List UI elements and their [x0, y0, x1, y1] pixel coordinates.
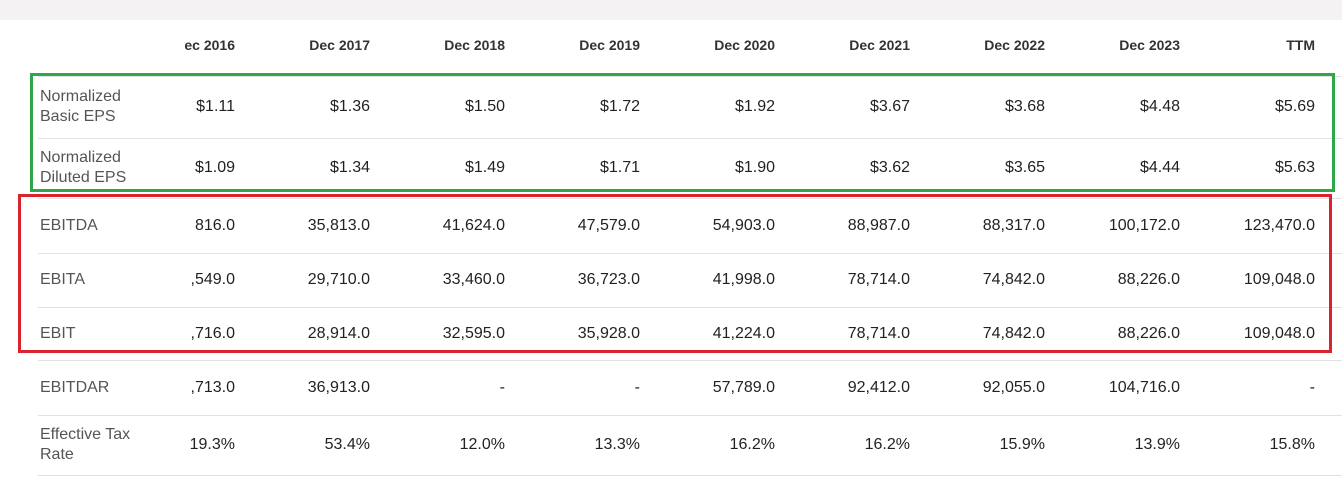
cell-value: $5.63 [1274, 159, 1315, 176]
cell-value: $1.92 [734, 98, 775, 115]
column-header: Dec 2020 [714, 37, 775, 53]
cell-value: $3.68 [1004, 98, 1045, 115]
cell-value: 36,723.0 [577, 271, 640, 288]
column-header: ec 2016 [184, 37, 235, 53]
row-label: EBITA [40, 271, 86, 288]
cell-value: 33,460.0 [442, 271, 505, 288]
column-header: Dec 2017 [309, 37, 370, 53]
cell-value: ,549.0 [190, 271, 235, 288]
cell-value: 35,813.0 [307, 216, 370, 234]
cell-value: $1.90 [734, 159, 775, 176]
cell-value: 32,595.0 [442, 324, 505, 342]
cell-value: $1.09 [194, 159, 235, 176]
cell-value: 29,710.0 [307, 271, 370, 288]
cell-value: 88,226.0 [1117, 271, 1180, 288]
cell-value: 816.0 [194, 216, 235, 234]
cell-value: 74,842.0 [982, 324, 1045, 342]
cell-value: 19.3% [189, 436, 235, 453]
cell-value: $3.67 [869, 98, 910, 115]
cell-value: 36,913.0 [307, 378, 370, 396]
cell-value: 123,470.0 [1243, 216, 1315, 234]
cell-value: 100,172.0 [1108, 216, 1180, 234]
row-divider [38, 307, 1342, 308]
cell-value: 78,714.0 [847, 271, 910, 288]
row-divider [38, 415, 1342, 416]
cell-value: 13.3% [594, 436, 640, 453]
cell-value: 28,914.0 [307, 324, 370, 342]
cell-value: 35,928.0 [577, 324, 640, 342]
cell-value: $1.50 [464, 98, 505, 115]
column-header: Dec 2019 [579, 37, 640, 53]
cell-value: $3.65 [1004, 159, 1045, 176]
cell-value: 74,842.0 [982, 271, 1045, 288]
cell-value: $1.49 [464, 159, 505, 176]
cell-value: $1.36 [329, 98, 370, 115]
cell-value: ,713.0 [190, 378, 235, 396]
cell-value: $1.71 [599, 159, 640, 176]
cell-value: 13.9% [1134, 436, 1180, 453]
cell-value: - [499, 378, 505, 396]
cell-value: 12.0% [459, 436, 505, 453]
row-label: Effective Tax Rate [40, 426, 131, 463]
cell-value: $1.72 [599, 98, 640, 115]
cell-value: - [634, 378, 640, 396]
cell-value: 104,716.0 [1108, 378, 1180, 396]
row-divider [38, 198, 1342, 199]
row-label: Normalized Basic EPS [40, 88, 121, 125]
row-label: EBIT [40, 324, 76, 342]
cell-value: $1.34 [329, 159, 370, 176]
cell-value: 92,412.0 [847, 378, 910, 396]
row-divider [38, 360, 1342, 361]
row-label: EBITDA [40, 216, 98, 234]
cell-value: 47,579.0 [577, 216, 640, 234]
cell-value: $1.11 [196, 98, 235, 115]
cell-value: $3.62 [869, 159, 910, 176]
cell-value: 41,998.0 [712, 271, 775, 288]
cell-value: - [1309, 378, 1315, 396]
cell-value: 15.8% [1269, 436, 1315, 453]
highlight-red [18, 194, 1332, 353]
cell-value: 109,048.0 [1243, 324, 1315, 342]
row-divider [38, 76, 1342, 77]
cell-value: 92,055.0 [982, 378, 1045, 396]
cell-value: 109,048.0 [1243, 271, 1315, 288]
row-label: Normalized Diluted EPS [40, 149, 127, 186]
top-bar [0, 0, 1342, 20]
column-header: TTM [1286, 37, 1315, 53]
column-header: Dec 2018 [444, 37, 505, 53]
cell-value: 88,226.0 [1117, 324, 1180, 342]
cell-value: 88,317.0 [982, 216, 1045, 234]
cell-value: 88,987.0 [847, 216, 910, 234]
cell-value: 41,624.0 [442, 216, 505, 234]
row-label: EBITDAR [40, 378, 110, 396]
column-header: Dec 2021 [849, 37, 910, 53]
cell-value: 54,903.0 [712, 216, 775, 234]
row-divider [38, 138, 1342, 139]
cell-value: 15.9% [999, 436, 1045, 453]
cell-value: 16.2% [729, 436, 775, 453]
cell-value: $4.48 [1139, 98, 1180, 115]
cell-value: 53.4% [324, 436, 370, 453]
row-divider [38, 475, 1342, 476]
row-divider [38, 253, 1342, 254]
highlight-green [30, 73, 1335, 192]
cell-value: 41,224.0 [712, 324, 775, 342]
cell-value: 16.2% [864, 436, 910, 453]
cell-value: 78,714.0 [847, 324, 910, 342]
cell-value: $4.44 [1139, 159, 1180, 176]
cell-value: 57,789.0 [712, 378, 775, 396]
cell-value: ,716.0 [190, 324, 235, 342]
column-header: Dec 2022 [984, 37, 1045, 53]
column-header: Dec 2023 [1119, 37, 1180, 53]
cell-value: $5.69 [1274, 98, 1315, 115]
